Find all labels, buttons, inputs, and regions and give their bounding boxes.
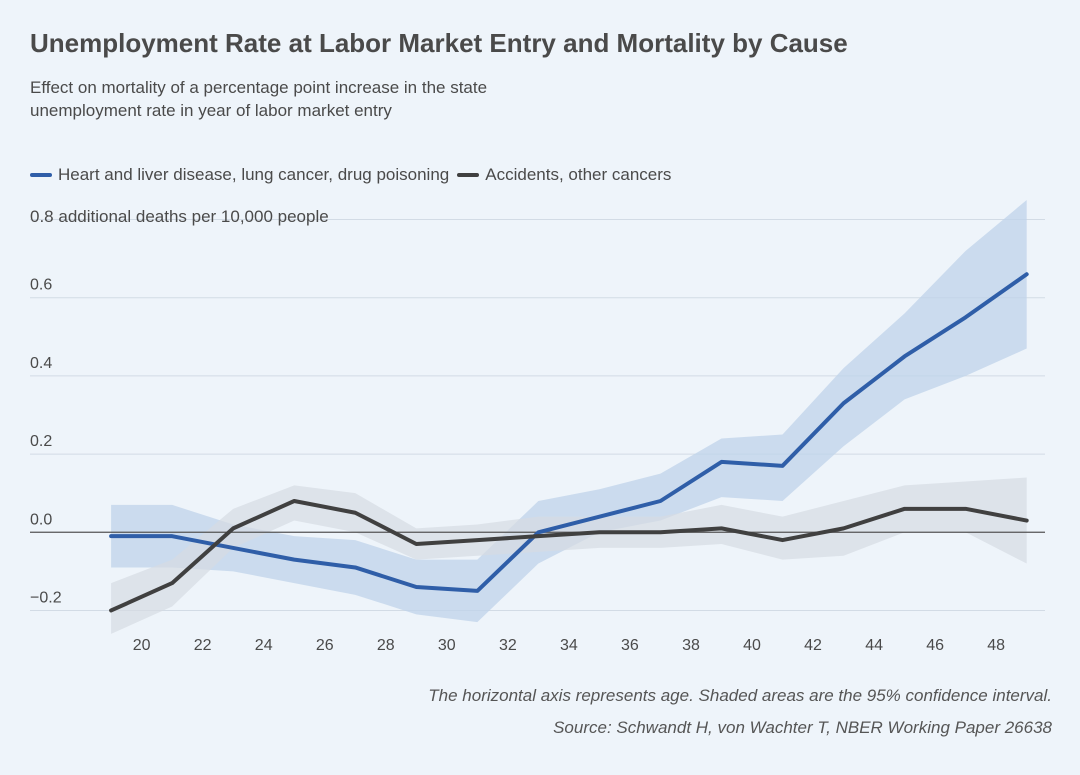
x-tick-label: 48 — [987, 637, 1005, 654]
x-tick-label: 42 — [804, 637, 822, 654]
x-tick-label: 36 — [621, 637, 639, 654]
legend: Heart and liver disease, lung cancer, dr… — [30, 165, 679, 185]
x-tick-label: 40 — [743, 637, 761, 654]
x-tick-labels: 20 22 24 26 28 30 32 34 36 38 40 42 44 46 48 — [133, 637, 1005, 654]
confidence-bands — [111, 200, 1027, 634]
legend-label: Accidents, other cancers — [485, 165, 672, 184]
y-tick-label: 0.2 — [30, 433, 52, 450]
x-tick-label: 38 — [682, 637, 700, 654]
x-tick-label: 26 — [316, 637, 334, 654]
x-tick-label: 44 — [865, 637, 883, 654]
axis-note: The horizontal axis represents age. Shad… — [428, 686, 1052, 705]
x-tick-label: 22 — [194, 637, 212, 654]
source-note: Source: Schwandt H, von Wachter T, NBER … — [553, 718, 1052, 737]
y-tick-labels: −0.2 0.0 0.2 0.4 0.6 — [30, 277, 62, 607]
chart-title: Unemployment Rate at Labor Market Entry … — [30, 28, 848, 58]
confidence-band-1 — [111, 477, 1027, 634]
series-lines — [109, 272, 1029, 613]
y-tick-label: 0.4 — [30, 355, 52, 372]
gridlines — [30, 219, 1045, 611]
series-line-0 — [109, 272, 1029, 593]
y-tick-label: 0.0 — [30, 511, 52, 528]
x-tick-label: 32 — [499, 637, 517, 654]
legend-swatch-dark — [457, 173, 480, 177]
legend-item-accidents: Accidents, other cancers — [457, 165, 671, 185]
x-tick-label: 20 — [133, 637, 151, 654]
legend-item-heart-liver: Heart and liver disease, lung cancer, dr… — [30, 165, 449, 185]
x-tick-label: 30 — [438, 637, 456, 654]
y-axis-label: 0.8 additional deaths per 10,000 people — [30, 207, 329, 227]
x-tick-label: 24 — [255, 637, 273, 654]
legend-swatch-blue — [30, 173, 52, 177]
y-axis-unit: additional deaths per 10,000 people — [58, 207, 329, 226]
x-tick-label: 46 — [926, 637, 944, 654]
legend-label: Heart and liver disease, lung cancer, dr… — [58, 165, 450, 184]
y-tick-label: 0.6 — [30, 277, 52, 294]
x-tick-label: 28 — [377, 637, 395, 654]
y-tick-label: −0.2 — [30, 589, 62, 606]
x-tick-label: 34 — [560, 637, 578, 654]
series-line-1 — [109, 499, 1029, 613]
chart-subtitle: Effect on mortality of a percentage poin… — [30, 78, 488, 120]
y-top-tick: 0.8 — [30, 207, 59, 226]
confidence-band-0 — [111, 200, 1027, 623]
